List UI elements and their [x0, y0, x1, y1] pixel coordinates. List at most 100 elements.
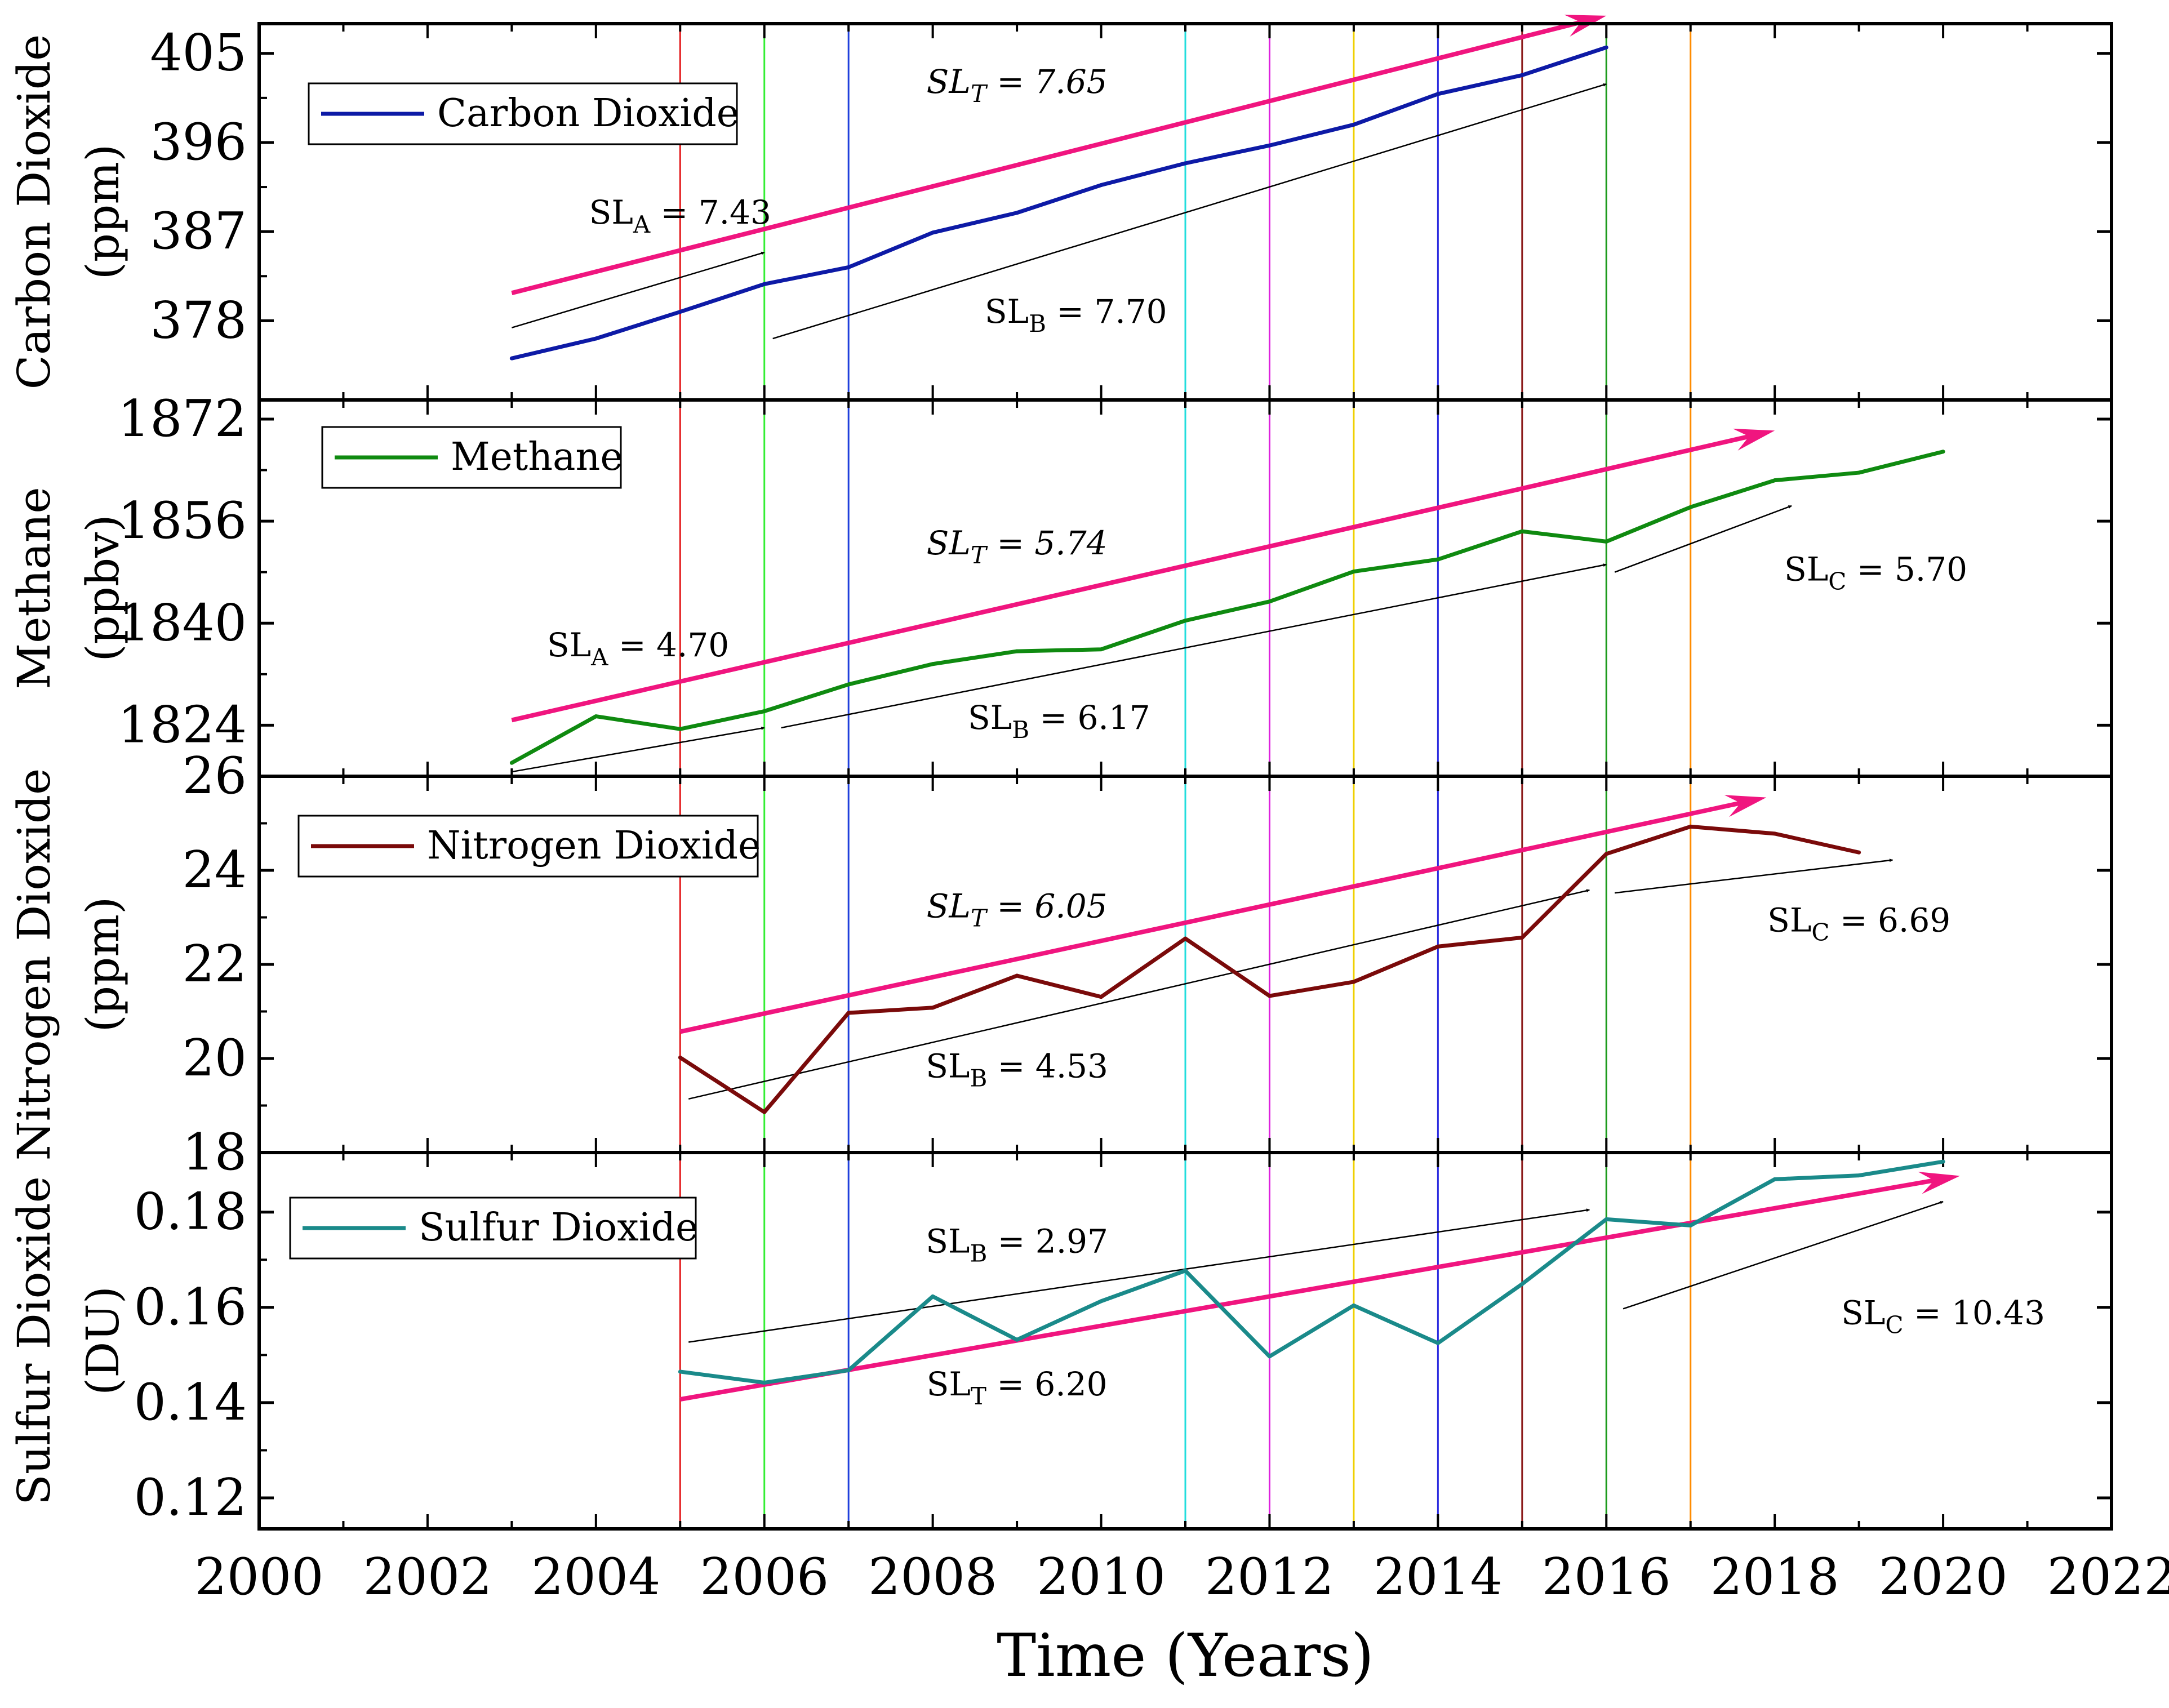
guide-arrow — [512, 726, 765, 773]
data-point — [1183, 619, 1188, 623]
y-tick-label: 20 — [182, 1029, 247, 1088]
y-axis-title: Carbon Dioxide — [8, 34, 60, 390]
trend-line — [511, 434, 1750, 723]
series-line — [511, 45, 1607, 361]
y-tick-label: 387 — [150, 202, 247, 261]
series-line — [510, 450, 1944, 765]
data-point — [594, 336, 598, 341]
slope-label: SLT = 6.05 — [927, 887, 1108, 932]
data-point — [1352, 122, 1356, 127]
data-point — [1604, 852, 1608, 856]
x-tick-label: 2008 — [868, 1547, 997, 1607]
x-tick-label: 2018 — [1710, 1547, 1839, 1607]
x-tick-label: 2022 — [2047, 1547, 2169, 1607]
data-point — [678, 727, 682, 731]
panel-2: 1824 1840 1856 1872 Methane (ppbv) SLT = 5.74 S… — [8, 389, 2113, 778]
data-point — [762, 1380, 767, 1385]
slope-label: SLT = 5.74 — [927, 524, 1108, 569]
data-point — [1183, 1269, 1188, 1273]
data-point — [931, 1006, 935, 1010]
legend-label: Carbon Dioxide — [437, 91, 739, 136]
data-point — [1352, 980, 1356, 984]
data-point — [762, 282, 767, 286]
data-point — [1015, 649, 1019, 653]
x-tick-label: 2010 — [1037, 1547, 1166, 1607]
guide-arrow — [772, 83, 1607, 340]
guide-arrow — [781, 563, 1607, 729]
y-axis-unit: (ppm) — [77, 144, 129, 280]
y-axis-unit: (ppm) — [77, 897, 129, 1033]
data-point — [1435, 1341, 1440, 1345]
y-tick-label: 0.12 — [134, 1468, 247, 1527]
data-point — [678, 1055, 682, 1060]
slope-label: SLA = 4.70 — [547, 626, 729, 671]
y-tick-label: 1856 — [118, 491, 247, 550]
data-point — [1688, 505, 1693, 509]
data-point — [1435, 92, 1440, 96]
data-point — [1941, 1159, 1945, 1164]
data-point — [1941, 450, 1945, 454]
y-tick-label: 0.16 — [134, 1278, 247, 1337]
panel-3: 18 20 22 24 26 Nitrogen Dioxide (ppm) SLT = 6.0… — [8, 746, 2113, 1182]
data-point — [1099, 647, 1104, 652]
data-point — [846, 1011, 851, 1015]
data-point — [1857, 470, 1861, 475]
slope-label: SLT = 7.65 — [927, 63, 1108, 108]
slope-label: SLC = 5.70 — [1784, 550, 1967, 595]
data-point — [594, 714, 598, 719]
trend-arrowhead — [1724, 795, 1767, 817]
panel-1: 378 387 396 405 Carbon Dioxide (ppm) SLT = 7.6… — [8, 15, 2113, 402]
y-tick-label: 1872 — [118, 389, 247, 448]
data-point — [1267, 1354, 1272, 1359]
y-axis-title: Sulfur Dioxide — [8, 1176, 60, 1505]
trend-line — [679, 800, 1741, 1034]
data-point — [1772, 478, 1777, 483]
y-tick-label: 1824 — [118, 695, 247, 754]
trend-line — [679, 1178, 1935, 1402]
data-point — [1604, 45, 1608, 50]
data-point — [1857, 850, 1861, 855]
panel-frame — [257, 1151, 2113, 1531]
guide-arrow — [1615, 859, 1894, 894]
data-point — [1015, 1337, 1019, 1342]
y-axis-unit: (DU) — [77, 1286, 129, 1395]
slope-label: SLB = 6.17 — [968, 699, 1150, 744]
data-point — [509, 760, 514, 765]
series-line — [679, 1159, 1944, 1385]
chart-panels: 378 387 396 405 Carbon Dioxide (ppm) SLT = 7.6… — [8, 15, 2113, 1531]
data-point — [1183, 161, 1188, 166]
data-point — [1183, 936, 1188, 941]
data-point — [1099, 1299, 1104, 1304]
x-tick-label: 2002 — [363, 1547, 492, 1607]
data-point — [931, 230, 935, 235]
y-tick-label: 18 — [182, 1123, 247, 1182]
x-tick-label: 2014 — [1374, 1547, 1503, 1607]
data-point — [509, 356, 514, 361]
data-point — [846, 682, 851, 687]
guide-arrow — [1623, 1200, 1944, 1310]
data-point — [762, 1110, 767, 1114]
data-point — [846, 265, 851, 269]
trend-arrowhead — [1564, 15, 1607, 37]
slope-label: SLB = 2.97 — [926, 1222, 1108, 1267]
data-point — [1604, 1217, 1608, 1221]
data-point — [1857, 1173, 1861, 1178]
x-axis-title: Time (Years) — [997, 1621, 1374, 1690]
data-point — [1267, 599, 1272, 604]
trend-arrowhead — [1918, 1172, 1960, 1194]
x-tick-label: 2006 — [700, 1547, 829, 1607]
data-point — [931, 662, 935, 666]
slope-label: SLA = 7.43 — [589, 193, 771, 238]
data-point — [1520, 529, 1524, 533]
y-tick-label: 26 — [182, 746, 247, 806]
data-point — [1352, 570, 1356, 574]
panel-4: 0.12 0.14 0.16 0.18 Sulfur Dioxide (DU) SLB = … — [8, 1151, 2113, 1531]
x-axis: 2000 2002 2004 2006 2008 2010 2012 2014 2016 2018… — [194, 1547, 2169, 1607]
y-tick-label: 405 — [150, 24, 247, 83]
data-point — [1099, 183, 1104, 188]
x-tick-label: 2012 — [1205, 1547, 1334, 1607]
slope-label: SLB = 7.70 — [985, 292, 1167, 337]
slope-label: SLB = 4.53 — [926, 1047, 1108, 1092]
y-tick-label: 1840 — [118, 593, 247, 652]
